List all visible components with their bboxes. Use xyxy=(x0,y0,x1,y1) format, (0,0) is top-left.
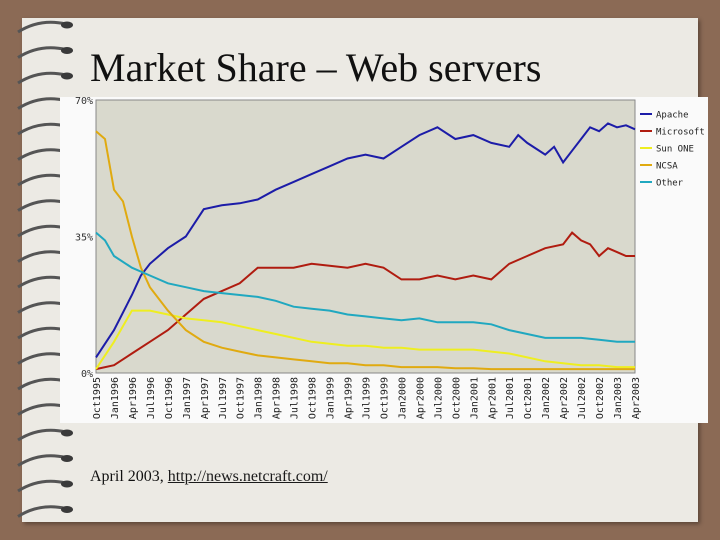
x-tick-label: Apr1997 xyxy=(200,377,211,419)
x-tick-label: Apr2000 xyxy=(415,377,426,419)
x-tick-label: Oct1999 xyxy=(379,377,390,419)
series-line-ncsa xyxy=(95,130,635,371)
legend-item-ncsa: NCSA xyxy=(640,162,678,172)
x-tick-label: Apr2002 xyxy=(559,377,570,419)
x-tick-label: Jan2000 xyxy=(397,377,408,419)
legend-item-microsoft: Microsoft xyxy=(640,128,705,138)
x-tick-label: Jul1998 xyxy=(290,377,301,419)
series-line-apache xyxy=(95,122,636,358)
x-tick-label: Jan1998 xyxy=(254,377,265,419)
x-tick-label: Jul1996 xyxy=(146,377,157,419)
x-tick-label: Oct1996 xyxy=(164,377,175,419)
binding-ring xyxy=(17,505,73,518)
legend-label: Sun ONE xyxy=(656,145,694,155)
x-tick-label: Oct1995 xyxy=(92,377,103,419)
x-tick-label: Jul2000 xyxy=(433,377,444,419)
binding-ring xyxy=(17,46,73,59)
x-tick-label: Oct1998 xyxy=(308,377,319,419)
y-tick-label: 70% xyxy=(75,97,93,107)
x-tick-label: Oct2000 xyxy=(451,377,462,419)
caption-date: April 2003, xyxy=(90,468,168,485)
x-tick-label: Jan1999 xyxy=(326,377,337,419)
x-tick-label: Jan1996 xyxy=(110,377,121,419)
binding-ring xyxy=(17,479,73,493)
x-tick-label: Jan2002 xyxy=(541,377,552,419)
slide-title: Market Share – Web servers xyxy=(90,45,542,90)
chart-svg: 0% 35% 70% Oct1995 Jan1996 Apr1996 Jul1996 Oct… xyxy=(75,96,705,419)
legend-label: NCSA xyxy=(656,162,678,172)
source-caption: April 2003, http://news.netcraft.com/ xyxy=(90,468,328,486)
binding-ring xyxy=(17,454,73,467)
legend-label: Other xyxy=(656,179,684,189)
x-tick-label: Apr1998 xyxy=(272,377,283,419)
legend-item-other: Other xyxy=(640,179,684,189)
source-link[interactable]: http://news.netcraft.com/ xyxy=(167,468,328,485)
x-tick-label: Oct1997 xyxy=(236,377,247,419)
x-tick-label: Oct2001 xyxy=(523,377,534,419)
legend-label: Microsoft xyxy=(656,128,705,138)
legend-label: Apache xyxy=(656,111,689,121)
x-tick-label: Apr1996 xyxy=(128,377,139,419)
series-line-sunone xyxy=(95,309,635,370)
y-tick-label: 0% xyxy=(81,369,93,380)
y-tick-label: 35% xyxy=(75,233,93,244)
x-tick-label: Jul1999 xyxy=(362,377,373,419)
x-tick-label: Jan2001 xyxy=(469,377,480,419)
x-tick-label: Jan1997 xyxy=(182,377,193,419)
legend-item-sunone: Sun ONE xyxy=(640,145,694,155)
binding-ring xyxy=(17,20,73,34)
x-tick-label: Jul2001 xyxy=(505,377,516,419)
x-tick-label: Apr2003 xyxy=(631,377,642,419)
market-share-chart: 0% 35% 70% Oct1995 Jan1996 Apr1996 Jul1996 Oct… xyxy=(60,96,708,423)
plot-area xyxy=(95,99,636,374)
legend-item-apache: Apache xyxy=(640,111,689,121)
x-tick-label: Jan2003 xyxy=(613,377,624,419)
series-line-other xyxy=(95,231,635,343)
x-tick-label: Apr2001 xyxy=(487,377,498,419)
x-tick-label: Jul1997 xyxy=(218,377,229,419)
x-tick-label: Oct2002 xyxy=(595,377,606,419)
x-tick-label: Apr1999 xyxy=(344,377,355,419)
binding-ring xyxy=(17,71,73,85)
x-tick-label: Jul2002 xyxy=(577,377,588,419)
binding-ring xyxy=(17,428,73,442)
series-line-microsoft xyxy=(95,231,635,371)
